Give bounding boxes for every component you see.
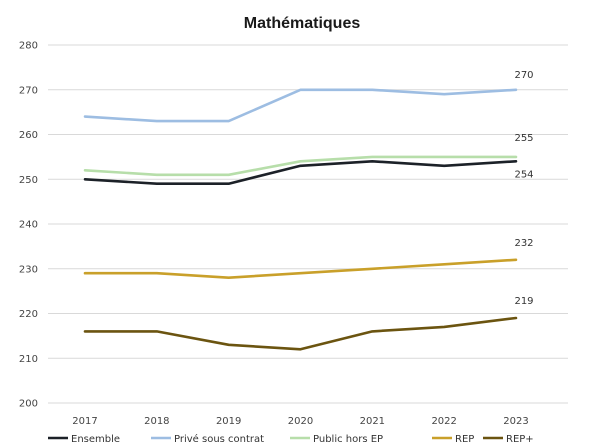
y-tick-label: 230 (19, 264, 38, 275)
x-tick-label: 2023 (503, 416, 528, 427)
legend-label-2: Public hors EP (313, 434, 383, 445)
x-axis-ticks: 2017 2018 2019 2020 2021 2022 2023 (72, 416, 528, 427)
x-tick-label: 2018 (144, 416, 169, 427)
series-line-0 (83, 160, 518, 185)
series-line-2 (83, 155, 518, 177)
gridlines (48, 44, 568, 404)
end-labels: 254 270 255 232 219 (514, 70, 533, 307)
x-tick-label: 2019 (216, 416, 241, 427)
y-tick-label: 250 (19, 175, 38, 186)
chart-title: Mathématiques (244, 15, 361, 32)
series-lines (83, 88, 518, 351)
series-line-1 (83, 88, 518, 123)
data-label-4: 219 (514, 296, 533, 307)
legend: Ensemble Privé sous contrat Public hors EP… (48, 433, 534, 445)
legend-label-4: REP+ (506, 434, 534, 445)
data-label-0: 254 (514, 169, 533, 180)
data-label-1: 270 (514, 70, 533, 81)
y-axis-ticks: 200 210 220 230 240 250 260 270 280 (19, 41, 38, 410)
y-tick-label: 280 (19, 41, 38, 52)
y-tick-label: 200 (19, 399, 38, 410)
y-tick-label: 240 (19, 220, 38, 231)
x-tick-label: 2020 (288, 416, 313, 427)
series-line-3 (83, 258, 518, 280)
data-label-2: 255 (514, 133, 533, 144)
y-tick-label: 260 (19, 130, 38, 141)
y-tick-label: 210 (19, 354, 38, 365)
x-tick-label: 2017 (72, 416, 97, 427)
data-label-3: 232 (514, 238, 533, 249)
legend-label-3: REP (455, 434, 474, 445)
y-tick-label: 220 (19, 309, 38, 320)
x-tick-label: 2022 (431, 416, 456, 427)
y-tick-label: 270 (19, 85, 38, 96)
x-tick-label: 2021 (360, 416, 385, 427)
series-line-4 (83, 316, 518, 351)
legend-label-1: Privé sous contrat (174, 433, 264, 445)
legend-label-0: Ensemble (71, 434, 120, 445)
